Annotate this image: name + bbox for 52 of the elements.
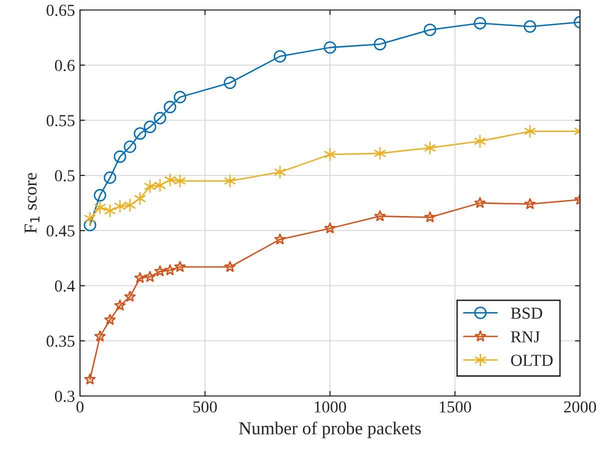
point — [134, 127, 146, 140]
point — [84, 218, 96, 232]
point — [524, 198, 536, 210]
point — [174, 260, 186, 272]
x-tick-label: 0 — [76, 401, 84, 413]
point — [104, 314, 116, 326]
point — [174, 90, 186, 104]
legend-label: OLTD — [511, 354, 553, 366]
x-tick-label: 1000 — [314, 401, 346, 413]
y-tick-label: 0.6 — [54, 60, 75, 72]
point — [134, 272, 146, 284]
point — [374, 38, 386, 50]
x-tick-label: 500 — [193, 401, 217, 413]
point — [374, 210, 386, 222]
point — [324, 41, 336, 54]
point — [474, 16, 486, 30]
y-tick-label: 0.4 — [54, 280, 75, 292]
point — [154, 265, 166, 277]
point — [274, 233, 286, 245]
point — [424, 211, 436, 223]
y-tick-label: 0.55 — [46, 114, 74, 126]
point — [524, 20, 536, 33]
point — [104, 171, 116, 184]
legend-label: RNJ — [510, 331, 540, 342]
legend-label: BSD — [510, 308, 542, 319]
point — [124, 290, 136, 302]
point — [164, 264, 176, 276]
point — [114, 150, 126, 163]
point — [144, 120, 156, 134]
y-tick-label: 0.35 — [46, 336, 74, 347]
point — [94, 189, 106, 202]
y-tick-label: 0.5 — [54, 170, 74, 182]
y-tick-label: 0.45 — [46, 225, 74, 237]
point — [324, 222, 336, 234]
point — [154, 112, 166, 124]
point — [144, 270, 156, 282]
point — [124, 140, 136, 154]
point — [164, 100, 176, 114]
x-axis-title: Number of probe packets — [239, 422, 421, 438]
x-tick-label: 1500 — [440, 401, 472, 413]
y-tick-label: 0.65 — [46, 4, 74, 16]
point — [424, 24, 436, 36]
point — [94, 330, 106, 342]
point — [474, 196, 486, 208]
x-tick-label: 2000 — [564, 401, 596, 413]
y-tick-label: 0.3 — [54, 390, 74, 402]
y-axis-title: F$_{1}$ score — [24, 172, 40, 234]
point — [224, 260, 236, 272]
point — [114, 299, 126, 311]
point — [84, 373, 96, 385]
point — [274, 50, 286, 63]
point — [224, 76, 236, 90]
